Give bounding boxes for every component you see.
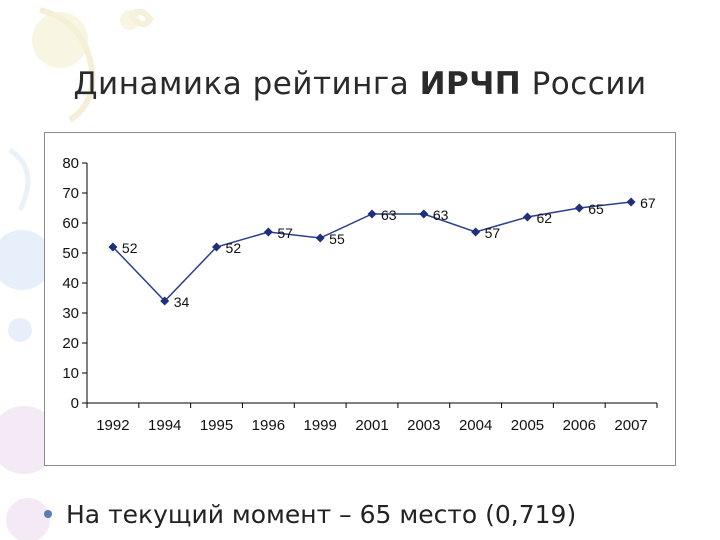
y-tick-label: 60 [62,215,79,232]
data-label: 62 [536,210,552,226]
x-tick-label: 2004 [459,417,492,434]
slide-title: Динамика рейтинга ИРЧП России [0,66,720,102]
data-label: 63 [433,207,449,223]
data-label: 67 [640,195,656,211]
bullet-point: На текущий момент – 65 место (0,719) [40,500,710,529]
data-point-marker [212,242,222,252]
x-tick-label: 2003 [407,417,440,434]
title-bold-part: ИРЧП [419,66,522,102]
data-label: 55 [329,231,345,247]
y-tick-label: 10 [62,365,79,382]
data-point-marker [160,296,170,306]
data-label: 52 [226,240,242,256]
x-tick-label: 2005 [511,417,544,434]
data-point-marker [367,209,377,219]
data-point-marker [522,212,532,222]
bullet-text: На текущий момент – 65 место (0,719) [66,500,577,529]
title-prefix: Динамика рейтинга [73,66,420,102]
y-tick-label: 20 [62,335,79,352]
data-label: 34 [174,294,190,310]
bullet-dot-icon [44,510,52,518]
x-tick-label: 2006 [563,417,596,434]
y-tick-label: 40 [62,275,79,292]
data-point-marker [574,203,584,213]
x-tick-label: 1992 [96,417,129,434]
chart-frame: 0 10 20 30 40 50 60 70 80 1992 1994 1995 1996 1999 200… [44,132,676,466]
y-tick-label: 50 [62,245,79,262]
data-label: 65 [588,201,604,217]
x-tick-label: 1996 [252,417,285,434]
data-point-marker [626,197,636,207]
data-label: 57 [277,225,293,241]
line-chart: 0 10 20 30 40 50 60 70 80 1992 1994 1995 1996 1999 200… [62,155,658,434]
title-suffix: России [521,66,647,102]
data-label: 52 [122,240,138,256]
data-point-marker [315,233,325,243]
data-label: 63 [381,207,397,223]
y-tick-label: 80 [62,155,79,172]
x-tick-label: 1995 [200,417,233,434]
data-point-marker [471,227,481,237]
data-point-marker [419,209,429,219]
x-tick-label: 2001 [355,417,388,434]
x-tick-label: 2007 [614,417,647,434]
y-tick-label: 0 [71,395,79,412]
y-tick-label: 30 [62,305,79,322]
x-tick-label: 1994 [148,417,181,434]
data-label: 57 [485,225,501,241]
x-tick-label: 1999 [303,417,336,434]
data-point-marker [108,242,118,252]
y-tick-label: 70 [62,185,79,202]
data-point-marker [263,227,273,237]
